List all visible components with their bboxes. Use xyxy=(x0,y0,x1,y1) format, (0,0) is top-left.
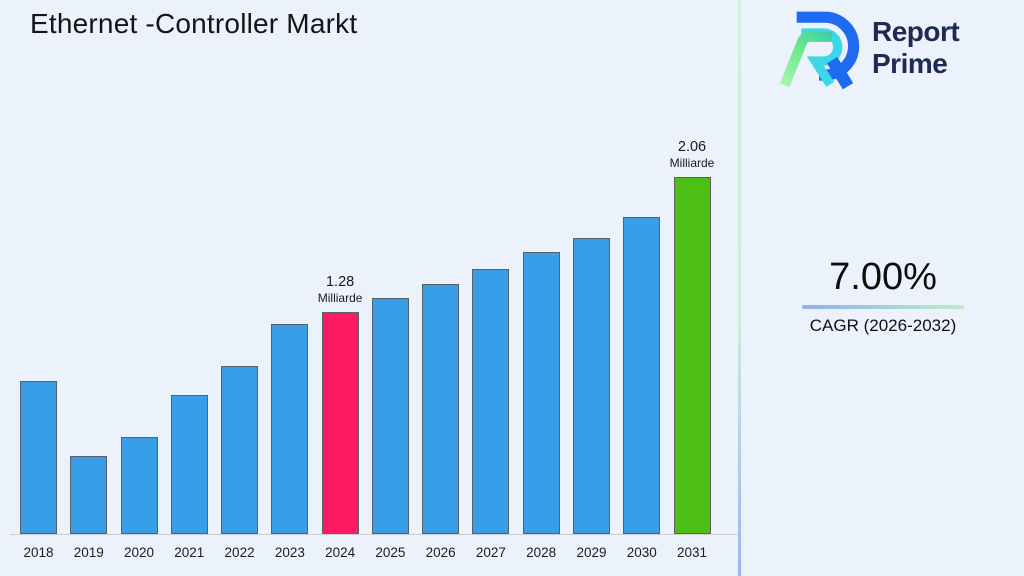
bar-2031 xyxy=(673,177,711,534)
bar-2029 xyxy=(572,237,610,534)
bar-2027 xyxy=(472,268,510,534)
brand-logo: Report Prime xyxy=(776,6,960,90)
x-tick-2030: 2030 xyxy=(626,545,657,560)
annotation-unit: Milliarde xyxy=(669,156,715,170)
bar-2025 xyxy=(371,298,409,534)
x-tick-2018: 2018 xyxy=(23,545,54,560)
bar-2019 xyxy=(70,456,108,534)
x-axis-line xyxy=(10,534,738,535)
bar-annotation-2031: 2.06 Milliarde xyxy=(655,138,729,171)
brand-wordmark: Report Prime xyxy=(872,16,960,80)
x-tick-2025: 2025 xyxy=(375,545,406,560)
annotation-unit: Milliarde xyxy=(317,291,363,306)
x-tick-2027: 2027 xyxy=(475,545,506,560)
bar-2020 xyxy=(120,436,158,534)
panel-divider xyxy=(738,0,741,576)
bar-2024 xyxy=(321,312,359,534)
annotation-value: 1.28 xyxy=(325,274,355,291)
x-tick-2031: 2031 xyxy=(676,545,708,560)
bar-2021 xyxy=(170,395,208,534)
x-tick-2023: 2023 xyxy=(274,545,305,560)
bar-2026 xyxy=(422,284,460,534)
cagr-label: CAGR (2026-2032) xyxy=(809,316,957,335)
x-tick-2024: 2024 xyxy=(325,545,356,560)
x-tick-2026: 2026 xyxy=(425,545,456,560)
cagr-value: 7.00% xyxy=(829,256,937,298)
x-tick-2019: 2019 xyxy=(73,545,104,560)
x-tick-2020: 2020 xyxy=(124,545,155,560)
x-tick-2022: 2022 xyxy=(224,545,255,560)
cagr-underline xyxy=(802,305,964,309)
cagr-panel: 7.00% CAGR (2026-2032) xyxy=(763,254,1003,336)
brand-word-1: Report xyxy=(872,16,960,47)
x-tick-2029: 2029 xyxy=(576,545,607,560)
x-tick-2028: 2028 xyxy=(526,545,557,560)
bar-2023 xyxy=(271,324,309,534)
x-tick-2021: 2021 xyxy=(174,545,205,560)
page-title: Ethernet -Controller Markt xyxy=(30,8,358,39)
bar-annotation-2024: 1.28 Milliarde xyxy=(303,273,377,306)
bar-2018 xyxy=(20,381,57,534)
bar-2022 xyxy=(221,365,259,534)
brand-word-2: Prime xyxy=(872,48,948,79)
bar-2030 xyxy=(623,216,661,534)
bar-2028 xyxy=(522,251,560,534)
report-prime-logo-icon xyxy=(779,11,860,90)
annotation-value: 2.06 xyxy=(677,139,707,155)
